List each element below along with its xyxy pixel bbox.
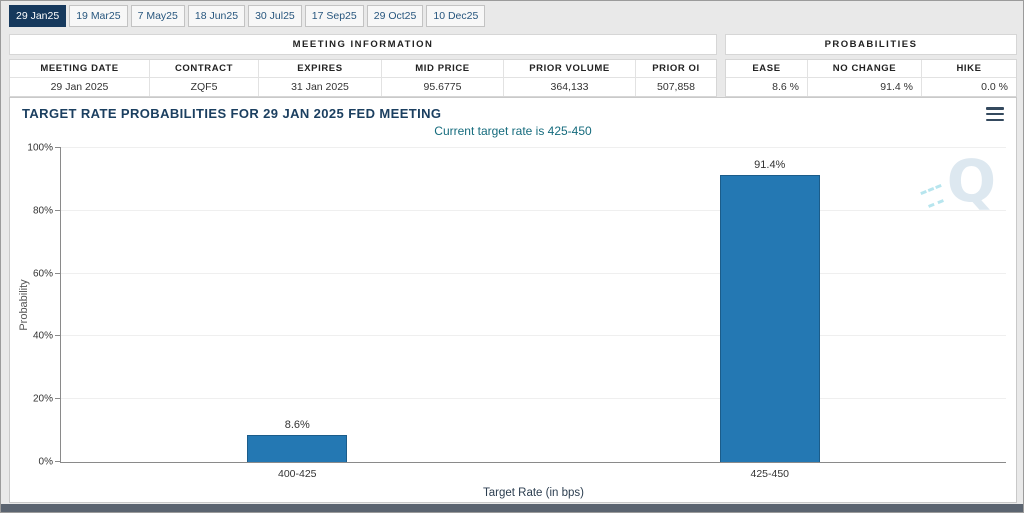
mid-price-value: 95.6775 bbox=[382, 78, 504, 96]
y-tick-mark bbox=[55, 147, 61, 148]
chart-panel: TARGET RATE PROBABILITIES FOR 29 JAN 202… bbox=[9, 97, 1017, 503]
meeting-information-title: MEETING INFORMATION bbox=[9, 34, 717, 55]
bar-425-450[interactable]: 91.4% bbox=[719, 159, 820, 462]
probabilities-section: PROBABILITIES EASE NO CHANGE HIKE 8.6 % … bbox=[725, 34, 1017, 97]
ease-header: EASE bbox=[726, 60, 808, 78]
y-tick-label: 0% bbox=[38, 456, 53, 468]
meeting-date-header: MEETING DATE bbox=[10, 60, 150, 78]
tab-10-dec25[interactable]: 10 Dec25 bbox=[426, 5, 486, 27]
prior-oi-header: PRIOR OI bbox=[636, 60, 716, 78]
tab-7-may25[interactable]: 7 May25 bbox=[130, 5, 185, 27]
tab-19-mar25[interactable]: 19 Mar25 bbox=[69, 5, 128, 27]
meeting-information-table: MEETING DATE CONTRACT EXPIRES MID PRICE … bbox=[9, 59, 717, 97]
hamburger-menu-icon[interactable] bbox=[986, 107, 1004, 121]
watermark-dash bbox=[928, 199, 944, 208]
y-tick-label: 80% bbox=[32, 205, 53, 217]
info-tables-row: MEETING INFORMATION MEETING DATE CONTRAC… bbox=[9, 34, 1017, 97]
hike-value: 0.0 % bbox=[981, 81, 1008, 93]
chart-title: TARGET RATE PROBABILITIES FOR 29 JAN 202… bbox=[22, 106, 442, 121]
prior-volume-value: 364,133 bbox=[504, 78, 636, 96]
y-tick-label: 20% bbox=[32, 393, 53, 405]
meeting-information-section: MEETING INFORMATION MEETING DATE CONTRAC… bbox=[9, 34, 717, 97]
contract-value: ZQF5 bbox=[150, 78, 259, 96]
quikstrike-q-logo: Q bbox=[946, 147, 996, 215]
y-tick-label: 100% bbox=[27, 142, 53, 154]
no-change-value: 91.4 % bbox=[808, 78, 922, 96]
y-tick-mark bbox=[55, 272, 61, 274]
tab-18-jun25[interactable]: 18 Jun25 bbox=[187, 5, 246, 27]
tab-17-sep25[interactable]: 17 Sep25 bbox=[304, 5, 364, 27]
y-tick-mark bbox=[55, 335, 61, 337]
y-gridline bbox=[61, 335, 1006, 337]
bar-value-label: 91.4% bbox=[754, 159, 786, 172]
y-gridline bbox=[61, 398, 1006, 400]
y-axis-label: Probability bbox=[18, 279, 30, 331]
no-change-header: NO CHANGE bbox=[808, 60, 922, 78]
bar-400-425[interactable]: 8.6% bbox=[247, 419, 348, 462]
y-gridline bbox=[61, 272, 1006, 274]
prior-oi-value: 507,858 bbox=[657, 81, 695, 93]
plot-area: Q 0% 20% 40% 60% 80% 100% 8.6% bbox=[27, 143, 1006, 499]
meeting-date-tabs: 29 Jan25 19 Mar25 7 May25 18 Jun25 30 Ju… bbox=[9, 5, 486, 27]
tab-29-jan25[interactable]: 29 Jan25 bbox=[9, 5, 67, 27]
hamburger-bar bbox=[986, 107, 1004, 110]
y-gridline bbox=[61, 209, 1006, 211]
x-category-label: 400-425 bbox=[277, 468, 317, 480]
chart-subtitle: Current target rate is 425-450 bbox=[434, 124, 592, 138]
y-tick-mark bbox=[55, 461, 61, 462]
x-axis-title: Target Rate (in bps) bbox=[483, 487, 584, 499]
ease-value: 8.6 % bbox=[726, 78, 808, 96]
tab-30-jul25[interactable]: 30 Jul25 bbox=[248, 5, 302, 27]
y-gridline bbox=[61, 147, 1006, 148]
meeting-date-value: 29 Jan 2025 bbox=[10, 78, 150, 96]
contract-header: CONTRACT bbox=[150, 60, 259, 78]
prior-volume-header: PRIOR VOLUME bbox=[504, 60, 636, 78]
hamburger-bar bbox=[986, 112, 1004, 116]
x-category-label: 425-450 bbox=[750, 468, 790, 480]
watermark-dash bbox=[920, 183, 942, 196]
bar-value-label: 8.6% bbox=[284, 419, 310, 431]
expires-header: EXPIRES bbox=[259, 60, 382, 78]
y-tick-label: 40% bbox=[32, 330, 53, 342]
expires-value: 31 Jan 2025 bbox=[259, 78, 382, 96]
probabilities-table: EASE NO CHANGE HIKE 8.6 % 91.4 % 0.0 % bbox=[725, 59, 1017, 97]
tab-29-oct25[interactable]: 29 Oct25 bbox=[366, 5, 424, 27]
y-tick-mark bbox=[55, 398, 61, 400]
probabilities-title: PROBABILITIES bbox=[725, 34, 1017, 55]
y-tick-label: 60% bbox=[32, 268, 53, 280]
y-tick-mark bbox=[55, 209, 61, 211]
hike-header: HIKE bbox=[922, 60, 1016, 78]
mid-price-header: MID PRICE bbox=[382, 60, 504, 78]
hamburger-bar bbox=[986, 118, 1004, 121]
bottom-bar bbox=[1, 504, 1023, 512]
